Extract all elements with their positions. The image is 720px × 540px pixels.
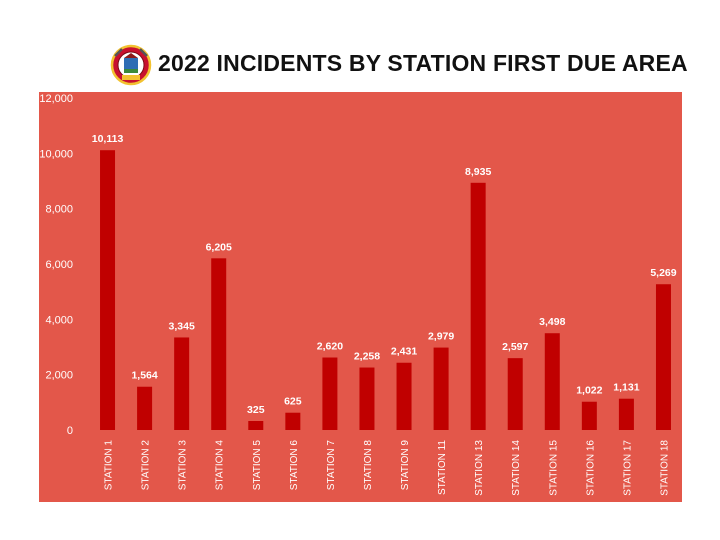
x-tick-label: STATION 3: [178, 440, 189, 491]
x-tick-label: STATION 14: [511, 440, 522, 496]
chart-panel: 0 2,000 4,000 6,000 8,000 10,000 12,000 10,113…: [39, 92, 682, 502]
x-tick-label: STATION 18: [659, 440, 670, 496]
data-label: 1,564: [131, 370, 157, 382]
y-tick-label: 10,000: [39, 148, 73, 160]
x-tick-label: STATION 17: [622, 440, 633, 496]
x-tick-label: STATION 9: [400, 440, 411, 491]
data-label: 6,205: [206, 241, 232, 253]
y-tick-label: 12,000: [39, 93, 73, 105]
data-label: 2,620: [317, 341, 343, 353]
data-label: 2,258: [354, 351, 380, 363]
bar: [655, 284, 671, 430]
data-labels: 10,113 1,564 3,345 6,205 325 625 2,620 2,258 2,4…: [92, 133, 677, 416]
bar: [507, 358, 523, 430]
data-label: 2,431: [391, 346, 417, 358]
data-label: 2,979: [428, 331, 454, 343]
chart-title: 2022 INCIDENTS BY STATION FIRST DUE AREA: [158, 50, 688, 76]
bar: [322, 357, 338, 430]
data-label: 8,935: [465, 166, 491, 178]
x-tick-label: STATION 1: [104, 440, 115, 491]
y-axis: 0 2,000 4,000 6,000 8,000 10,000 12,000: [39, 93, 73, 437]
x-tick-label: STATION 6: [289, 440, 300, 491]
bar-chart: 0 2,000 4,000 6,000 8,000 10,000 12,000 10,113…: [39, 92, 682, 502]
x-tick-label: STATION 2: [141, 440, 152, 491]
x-tick-label: STATION 5: [252, 440, 263, 491]
bar: [396, 362, 412, 430]
bar: [544, 333, 560, 430]
bar: [581, 401, 597, 430]
bar: [211, 258, 227, 430]
data-label: 3,498: [539, 316, 565, 328]
bar: [359, 367, 375, 430]
bar: [137, 386, 153, 430]
bar: [470, 182, 486, 430]
bar: [285, 412, 301, 430]
y-tick-label: 0: [67, 425, 73, 437]
x-tick-label: STATION 11: [437, 440, 448, 495]
y-tick-label: 2,000: [45, 370, 73, 382]
bar: [618, 398, 634, 430]
x-tick-label: STATION 4: [215, 440, 226, 491]
data-label: 10,113: [92, 133, 124, 145]
data-label: 2,597: [502, 341, 528, 353]
data-label: 3,345: [169, 320, 195, 332]
data-label: 1,131: [613, 382, 639, 394]
fire-department-badge-icon: [110, 44, 152, 86]
x-tick-label: STATION 13: [474, 440, 485, 496]
bar: [433, 347, 449, 430]
y-tick-label: 8,000: [45, 204, 73, 216]
x-tick-label: STATION 8: [363, 440, 374, 491]
data-label: 625: [284, 396, 302, 408]
bar: [248, 421, 264, 430]
bar: [100, 150, 116, 430]
y-tick-label: 6,000: [45, 259, 73, 271]
bar: [174, 337, 190, 430]
data-label: 325: [247, 404, 265, 416]
bar-series: [100, 150, 671, 430]
x-tick-label: STATION 16: [585, 440, 596, 496]
chart-background: [39, 92, 682, 502]
y-tick-label: 4,000: [45, 314, 73, 326]
x-tick-label: STATION 15: [548, 440, 559, 496]
x-tick-label: STATION 7: [326, 440, 337, 491]
header: 2022 INCIDENTS BY STATION FIRST DUE AREA: [0, 0, 720, 92]
data-label: 5,269: [650, 267, 676, 279]
data-label: 1,022: [576, 385, 602, 397]
x-axis: STATION 1 STATION 2 STATION 3 STATION 4 STAT…: [104, 440, 671, 496]
